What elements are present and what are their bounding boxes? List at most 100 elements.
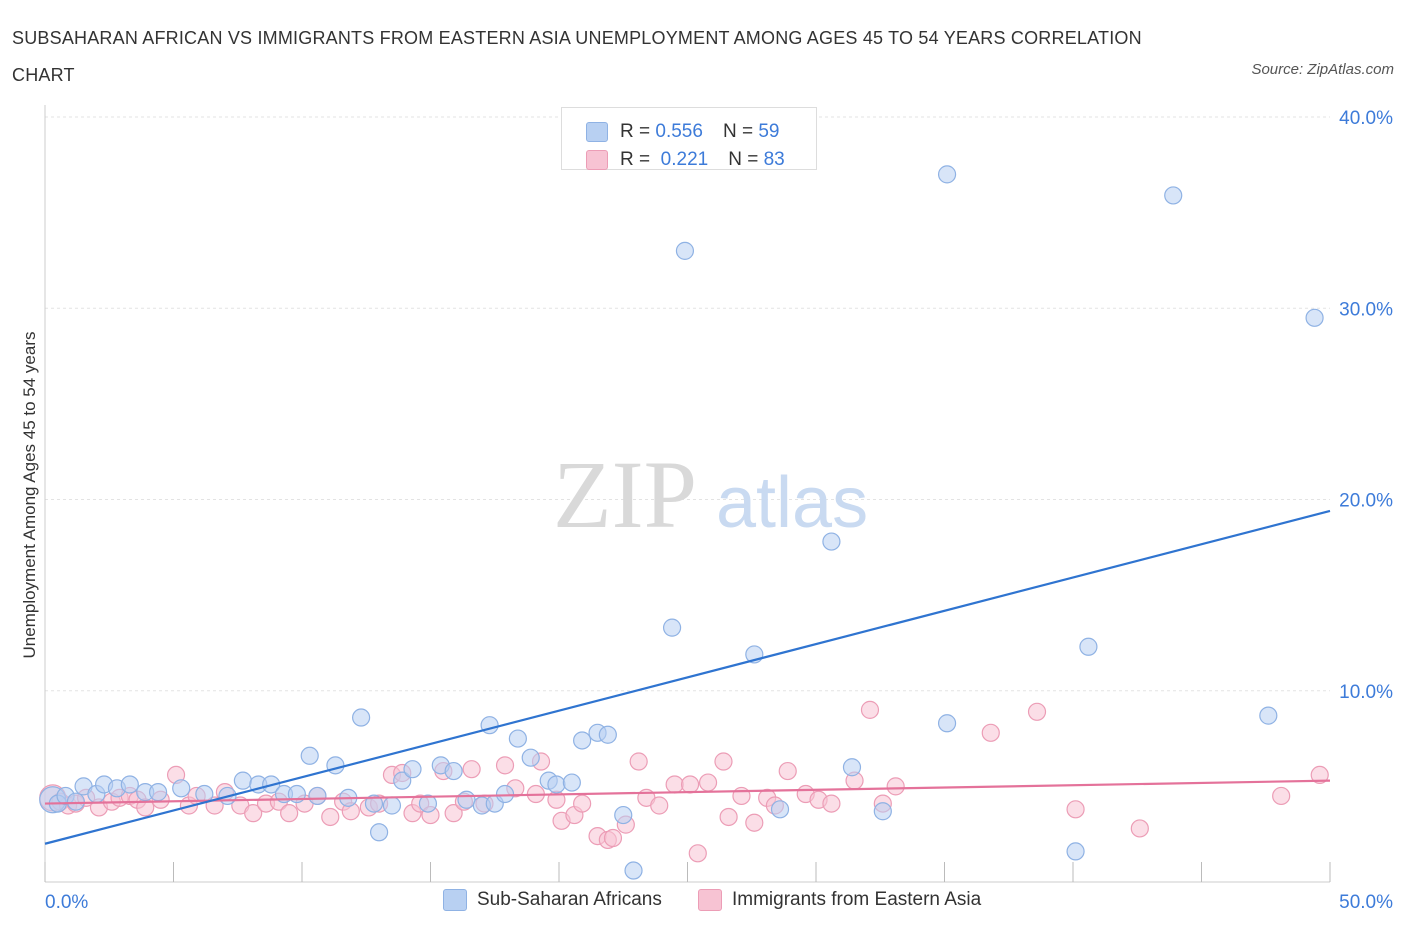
data-point-subsaharan <box>1164 186 1183 205</box>
legend-n-label: N = <box>722 121 754 142</box>
data-point-subsaharan <box>614 805 633 825</box>
data-point-eastern-asia <box>573 794 592 813</box>
y-tick-label: 30.0% <box>1339 299 1393 320</box>
data-point-eastern-asia <box>1130 819 1149 838</box>
bottom-legend: Sub-Saharan Africans Immigrants from Eas… <box>0 889 1406 915</box>
data-point-eastern-asia <box>321 807 340 827</box>
legend-n-label: N = <box>728 149 759 170</box>
legend: R = 0.556 N = 59 R = 0.221 N = 83 <box>561 107 817 170</box>
data-point-subsaharan <box>1305 308 1324 327</box>
data-point-eastern-asia <box>745 813 764 832</box>
data-point-subsaharan <box>382 796 402 815</box>
trend-line-eastern-asia <box>44 779 1331 805</box>
data-point-eastern-asia <box>629 752 648 771</box>
bottom-legend-eastern-asia: Immigrants from Eastern Asia <box>698 889 981 911</box>
data-point-subsaharan <box>598 725 617 744</box>
data-point-subsaharan <box>675 241 695 260</box>
data-point-eastern-asia <box>462 760 481 779</box>
data-point-subsaharan <box>66 792 85 811</box>
y-tick-label: 10.0% <box>1339 682 1393 703</box>
data-point-subsaharan <box>233 771 252 790</box>
bottom-legend-label: Sub-Saharan Africans <box>477 889 662 910</box>
data-point-eastern-asia <box>714 752 733 771</box>
grid-lines <box>45 116 1330 692</box>
data-point-eastern-asia <box>698 773 718 792</box>
data-point-subsaharan <box>1079 637 1098 656</box>
data-point-subsaharan <box>403 760 422 779</box>
legend-r-label: R = <box>620 149 651 170</box>
data-point-subsaharan <box>495 784 515 804</box>
data-point-eastern-asia <box>886 777 905 796</box>
data-point-subsaharan <box>308 786 327 806</box>
data-point-subsaharan <box>1066 842 1085 861</box>
chart-title: SUBSAHARAN AFRICAN VS IMMIGRANTS FROM EA… <box>12 28 1142 85</box>
data-point-subsaharan <box>364 794 384 813</box>
data-point-subsaharan <box>393 771 412 790</box>
data-point-eastern-asia <box>822 794 841 813</box>
legend-n-value: 59 <box>758 121 780 142</box>
axes <box>44 105 1331 883</box>
x-tick-label: 50.0% <box>1339 892 1393 913</box>
data-point-eastern-asia <box>778 761 797 781</box>
data-point-subsaharan <box>822 532 841 551</box>
data-point-subsaharan <box>842 758 862 777</box>
legend-r-label: R = <box>620 121 651 142</box>
legend-r-value: 0.556 <box>655 121 703 142</box>
data-point-subsaharan <box>352 708 371 727</box>
legend-row-subsaharan: R = 0.556 N = 59 <box>586 120 779 144</box>
data-point-subsaharan <box>624 861 643 880</box>
data-point-subsaharan <box>1259 706 1278 725</box>
data-point-eastern-asia <box>981 723 1000 742</box>
bottom-legend-label: Immigrants from Eastern Asia <box>732 889 982 910</box>
data-point-subsaharan <box>521 748 540 767</box>
data-point-subsaharan <box>662 618 682 637</box>
data-point-eastern-asia <box>280 804 299 823</box>
data-point-eastern-asia <box>688 844 707 863</box>
bottom-legend-subsaharan: Sub-Saharan Africans <box>443 889 662 911</box>
y-tick-label: 40.0% <box>1339 108 1393 129</box>
series-subsaharan-points <box>39 165 1324 880</box>
data-point-subsaharan <box>418 794 438 813</box>
data-point-eastern-asia <box>665 775 684 794</box>
data-point-eastern-asia <box>1027 702 1047 721</box>
data-point-eastern-asia <box>1310 765 1329 785</box>
data-point-eastern-asia <box>603 828 623 848</box>
data-point-subsaharan <box>770 800 790 819</box>
legend-r-value: 0.221 <box>660 149 709 170</box>
watermark-atlas: atlas <box>716 463 868 543</box>
watermark: ZIP atlas <box>553 441 868 548</box>
data-point-eastern-asia <box>650 796 669 815</box>
bottom-legend-swatch-pink <box>698 889 722 911</box>
legend-row-eastern-asia: R = 0.221 N = 83 <box>586 148 785 172</box>
watermark-zip: ZIP <box>553 441 697 548</box>
trend-lines <box>44 509 1331 845</box>
data-point-subsaharan <box>573 731 592 750</box>
data-point-subsaharan <box>937 714 957 733</box>
data-point-subsaharan <box>120 775 139 794</box>
x-tick-label: 0.0% <box>45 892 88 913</box>
data-point-subsaharan <box>508 729 527 748</box>
trend-line-subsaharan <box>44 509 1331 845</box>
data-point-subsaharan <box>326 756 345 775</box>
data-point-subsaharan <box>937 165 957 184</box>
data-point-eastern-asia <box>444 804 463 823</box>
data-point-subsaharan <box>444 761 463 781</box>
data-point-eastern-asia <box>1272 786 1291 806</box>
data-point-eastern-asia <box>860 700 880 719</box>
data-point-subsaharan <box>562 773 581 792</box>
legend-swatch-blue <box>586 122 608 142</box>
data-point-eastern-asia <box>1066 800 1085 819</box>
data-point-subsaharan <box>300 746 319 765</box>
data-point-eastern-asia <box>244 804 263 823</box>
legend-swatch-pink <box>586 150 608 170</box>
data-point-subsaharan <box>457 790 476 809</box>
bottom-legend-swatch-blue <box>443 889 467 911</box>
data-point-eastern-asia <box>719 807 738 827</box>
data-point-subsaharan <box>873 802 892 821</box>
series-eastern-asia-points <box>39 700 1329 863</box>
data-point-subsaharan <box>370 823 389 842</box>
legend-n-value: 83 <box>763 149 785 170</box>
source-credit: Source: ZipAtlas.com <box>1251 61 1394 78</box>
data-point-eastern-asia <box>680 775 700 794</box>
